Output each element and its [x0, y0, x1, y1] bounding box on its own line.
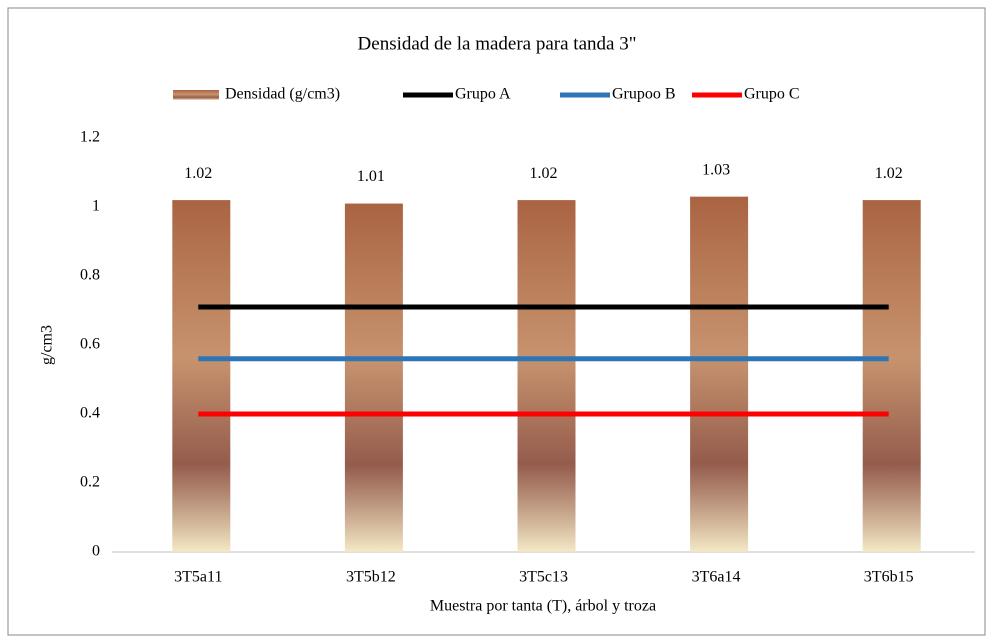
data-label: 1.03 — [702, 161, 730, 178]
page: {"chart_data": {"type": "bar", "title": … — [0, 0, 994, 643]
y-tick-label: 1 — [92, 198, 100, 215]
x-tick-label: 3T6b15 — [864, 569, 914, 586]
x-axis-label: Muestra por tanta (T), árbol y troza — [430, 598, 656, 615]
data-label: 1.01 — [357, 168, 385, 185]
y-tick-label: 1.2 — [80, 129, 100, 146]
data-label: 1.02 — [530, 165, 558, 182]
y-tick-label: 0.4 — [80, 405, 100, 422]
chart: Densidad de la madera para tanda 3" Mues… — [0, 0, 994, 643]
legend-label: Grupo C — [744, 86, 800, 103]
y-tick-label: 0.8 — [80, 267, 100, 284]
y-axis-label: g/cm3 — [39, 325, 56, 365]
y-tick-label: 0.6 — [80, 336, 100, 353]
bar — [690, 197, 748, 552]
data-label: 1.02 — [184, 165, 212, 182]
legend-label: Grupoo B — [612, 86, 676, 103]
y-tick-label: 0.2 — [80, 474, 100, 491]
bar — [172, 200, 230, 552]
bar — [345, 204, 403, 552]
data-label: 1.02 — [875, 165, 903, 182]
x-tick-label: 3T5c13 — [519, 569, 568, 586]
legend-label: Grupo A — [455, 86, 511, 103]
legend-label: Densidad (g/cm3) — [225, 86, 340, 103]
x-tick-label: 3T6a14 — [692, 569, 741, 586]
legend-swatch — [173, 90, 219, 100]
x-tick-label: 3T5a11 — [174, 569, 222, 586]
bar — [863, 200, 921, 552]
bar — [518, 200, 576, 552]
chart-title: Densidad de la madera para tanda 3" — [358, 33, 637, 54]
y-tick-label: 0 — [92, 543, 100, 560]
x-tick-label: 3T5b12 — [346, 569, 396, 586]
